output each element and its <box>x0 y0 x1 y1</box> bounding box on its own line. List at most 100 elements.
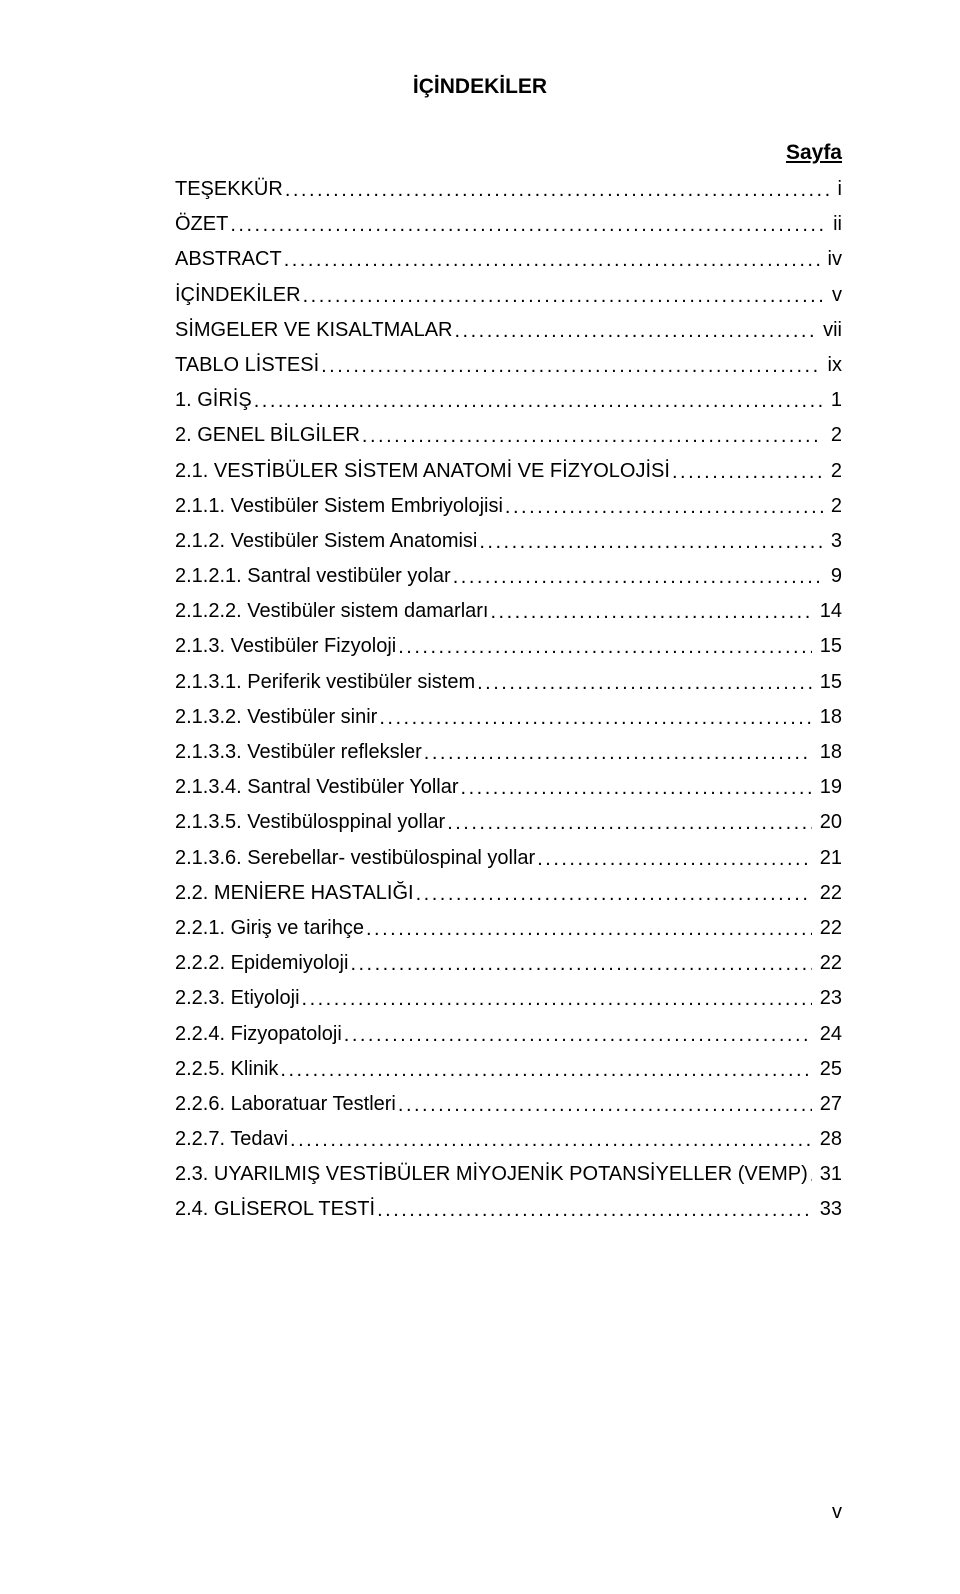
toc-label: 2.1.2.1. Santral vestibüler yolar <box>175 566 451 586</box>
toc-label: TABLO LİSTESİ <box>175 355 319 375</box>
toc-row: 2.2.7. Tedavi 28 <box>175 1129 842 1149</box>
toc-page: 3 <box>827 531 842 551</box>
toc-page: 28 <box>816 1129 842 1149</box>
toc-leader-dots <box>396 637 816 657</box>
toc-page: 22 <box>816 883 842 903</box>
toc-leader-dots <box>348 954 815 974</box>
toc-leader-dots <box>375 1200 816 1220</box>
toc-row: TABLO LİSTESİ ix <box>175 355 842 375</box>
toc-row: 2.1. VESTİBÜLER SİSTEM ANATOMİ VE FİZYOL… <box>175 461 842 481</box>
toc-page: 9 <box>827 566 842 586</box>
page-title: İÇİNDEKİLER <box>118 75 842 99</box>
toc-page: 15 <box>816 636 842 656</box>
toc-label: SİMGELER VE KISALTMALAR <box>175 320 453 340</box>
toc-leader-dots <box>278 1060 815 1080</box>
toc-label: ABSTRACT <box>175 249 282 269</box>
toc-row: SİMGELER VE KISALTMALAR vii <box>175 320 842 340</box>
toc-label: 2.1.3.1. Periferik vestibüler sistem <box>175 672 475 692</box>
toc-page: iv <box>824 249 842 269</box>
toc-row: 2.1.3.1. Periferik vestibüler sistem15 <box>175 672 842 692</box>
toc-page: 24 <box>816 1024 842 1044</box>
toc-leader-dots <box>475 673 816 693</box>
toc-leader-dots <box>377 708 815 728</box>
toc-label: 2.1.3.2. Vestibüler sinir <box>175 707 377 727</box>
toc-label: 2.1. VESTİBÜLER SİSTEM ANATOMİ VE FİZYOL… <box>175 461 670 481</box>
toc-leader-dots <box>453 321 820 341</box>
toc-label: 2.1.2. Vestibüler Sistem Anatomisi <box>175 531 477 551</box>
toc-leader-dots <box>451 567 827 587</box>
toc-page: vii <box>819 320 842 340</box>
table-of-contents: TEŞEKKÜRi ÖZET ii ABSTRACT iv İÇİNDEKİLER v SİM… <box>175 179 842 1219</box>
toc-leader-dots <box>228 215 829 235</box>
toc-leader-dots <box>300 989 816 1009</box>
toc-row: ABSTRACT iv <box>175 249 842 269</box>
toc-label: 2.2.2. Epidemiyoloji <box>175 953 348 973</box>
toc-label: 2.2.7. Tedavi <box>175 1129 288 1149</box>
toc-label: 2.2.6. Laboratuar Testleri <box>175 1094 396 1114</box>
toc-row: 2.4. GLİSEROL TESTİ 33 <box>175 1199 842 1219</box>
toc-page: 25 <box>816 1059 842 1079</box>
toc-leader-dots <box>283 180 834 200</box>
toc-label: ÖZET <box>175 214 228 234</box>
toc-label: 2.3. UYARILMIŞ VESTİBÜLER MİYOJENİK POTA… <box>175 1164 808 1184</box>
toc-label: 2. GENEL BİLGİLER <box>175 425 360 445</box>
toc-page: v <box>828 285 842 305</box>
toc-page: 19 <box>816 777 842 797</box>
toc-row: 1. GİRİŞ1 <box>175 390 842 410</box>
toc-row: 2.3. UYARILMIŞ VESTİBÜLER MİYOJENİK POTA… <box>175 1164 842 1184</box>
toc-row: 2.2.1. Giriş ve tarihçe 22 <box>175 918 842 938</box>
toc-label: 2.1.3.4. Santral Vestibüler Yollar <box>175 777 459 797</box>
toc-label: İÇİNDEKİLER <box>175 285 301 305</box>
toc-leader-dots <box>396 1095 816 1115</box>
toc-page: 23 <box>816 988 842 1008</box>
toc-page: 33 <box>816 1199 842 1219</box>
toc-page: 14 <box>816 601 842 621</box>
toc-label: 2.4. GLİSEROL TESTİ <box>175 1199 375 1219</box>
toc-row: 2.2.4. Fizyopatoloji24 <box>175 1024 842 1044</box>
toc-leader-dots <box>414 884 816 904</box>
toc-row: ÖZET ii <box>175 214 842 234</box>
toc-row: 2.1.1. Vestibüler Sistem Embriyolojisi2 <box>175 496 842 516</box>
toc-label: 2.2. MENİERE HASTALIĞI <box>175 883 414 903</box>
toc-row: 2. GENEL BİLGİLER2 <box>175 425 842 445</box>
toc-leader-dots <box>670 462 827 482</box>
toc-row: TEŞEKKÜRi <box>175 179 842 199</box>
toc-page: 18 <box>816 742 842 762</box>
toc-page: 21 <box>816 848 842 868</box>
toc-page: ix <box>824 355 842 375</box>
toc-row: 2.1.3.3. Vestibüler refleksler18 <box>175 742 842 762</box>
toc-leader-dots <box>535 849 816 869</box>
toc-page: 18 <box>816 707 842 727</box>
toc-leader-dots <box>319 356 823 376</box>
toc-leader-dots <box>282 250 824 270</box>
toc-label: 2.2.1. Giriş ve tarihçe <box>175 918 364 938</box>
toc-label: 2.2.3. Etiyoloji <box>175 988 300 1008</box>
toc-row: 2.1.2.2. Vestibüler sistem damarları 14 <box>175 601 842 621</box>
toc-page: 22 <box>816 953 842 973</box>
toc-page: 22 <box>816 918 842 938</box>
toc-page: ii <box>829 214 842 234</box>
toc-row: 2.1.2. Vestibüler Sistem Anatomisi 3 <box>175 531 842 551</box>
toc-row: 2.1.3.6. Serebellar- vestibülospinal yol… <box>175 848 842 868</box>
toc-label: 2.1.3.5. Vestibülosppinal yollar <box>175 812 445 832</box>
toc-leader-dots <box>342 1025 816 1045</box>
toc-label: 2.1.2.2. Vestibüler sistem damarları <box>175 601 488 621</box>
toc-row: 2.1.3. Vestibüler Fizyoloji 15 <box>175 636 842 656</box>
toc-row: 2.1.2.1. Santral vestibüler yolar 9 <box>175 566 842 586</box>
toc-label: 2.1.3. Vestibüler Fizyoloji <box>175 636 396 656</box>
toc-leader-dots <box>477 532 827 552</box>
toc-leader-dots <box>252 391 827 411</box>
toc-row: 2.2.5. Klinik 25 <box>175 1059 842 1079</box>
toc-label: 2.2.5. Klinik <box>175 1059 278 1079</box>
toc-row: 2.2.2. Epidemiyoloji 22 <box>175 953 842 973</box>
toc-leader-dots <box>422 743 816 763</box>
toc-label: TEŞEKKÜR <box>175 179 283 199</box>
toc-row: 2.1.3.5. Vestibülosppinal yollar20 <box>175 812 842 832</box>
toc-page: 2 <box>827 461 842 481</box>
toc-page: 31 <box>816 1164 842 1184</box>
toc-page: 27 <box>816 1094 842 1114</box>
toc-label: 2.1.1. Vestibüler Sistem Embriyolojisi <box>175 496 503 516</box>
toc-label: 1. GİRİŞ <box>175 390 252 410</box>
toc-leader-dots <box>808 1165 816 1185</box>
toc-leader-dots <box>364 919 816 939</box>
